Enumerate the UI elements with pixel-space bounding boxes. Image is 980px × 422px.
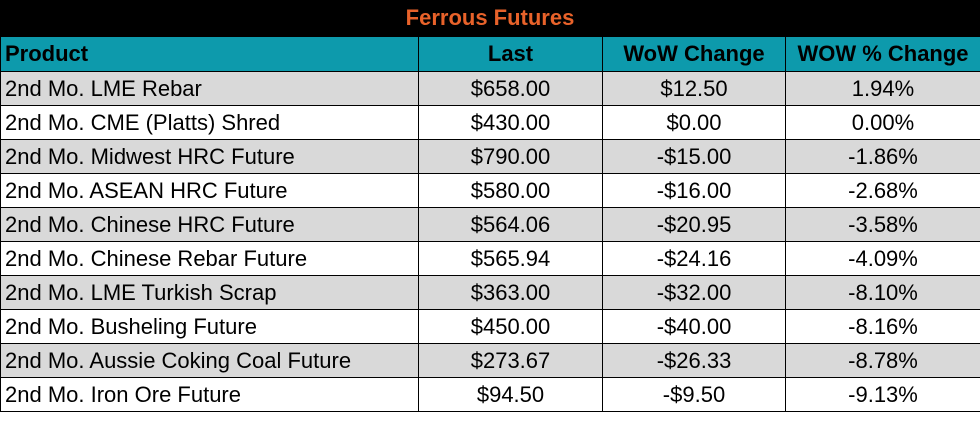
cell-last: $580.00 — [418, 173, 603, 208]
header-wow-change: WoW Change — [602, 36, 786, 72]
table-row: 2nd Mo. ASEAN HRC Future $580.00 -$16.00… — [0, 173, 980, 208]
cell-wow-pct: 1.94% — [785, 71, 980, 106]
cell-wow-pct: -8.78% — [785, 343, 980, 378]
cell-wow-change: -$16.00 — [602, 173, 786, 208]
table-row: 2nd Mo. LME Rebar $658.00 $12.50 1.94% — [0, 71, 980, 106]
cell-last: $564.06 — [418, 207, 603, 242]
cell-product: 2nd Mo. Busheling Future — [0, 309, 419, 344]
header-row: Product Last WoW Change WOW % Change — [0, 36, 980, 72]
cell-product: 2nd Mo. CME (Platts) Shred — [0, 105, 419, 140]
cell-product: 2nd Mo. Iron Ore Future — [0, 377, 419, 412]
table-row: 2nd Mo. Iron Ore Future $94.50 -$9.50 -9… — [0, 377, 980, 412]
header-wow-pct-change: WOW % Change — [785, 36, 980, 72]
table-row: 2nd Mo. Aussie Coking Coal Future $273.6… — [0, 343, 980, 378]
cell-product: 2nd Mo. Chinese Rebar Future — [0, 241, 419, 276]
cell-product: 2nd Mo. Aussie Coking Coal Future — [0, 343, 419, 378]
cell-wow-pct: -4.09% — [785, 241, 980, 276]
header-last: Last — [418, 36, 603, 72]
cell-wow-change: -$32.00 — [602, 275, 786, 310]
cell-wow-change: -$24.16 — [602, 241, 786, 276]
cell-last: $94.50 — [418, 377, 603, 412]
cell-wow-change: $12.50 — [602, 71, 786, 106]
cell-wow-change: -$26.33 — [602, 343, 786, 378]
table-row: 2nd Mo. Midwest HRC Future $790.00 -$15.… — [0, 139, 980, 174]
futures-grid: Product Last WoW Change WOW % Change 2nd… — [0, 36, 980, 412]
table-title: Ferrous Futures — [0, 0, 980, 36]
cell-wow-pct: -3.58% — [785, 207, 980, 242]
cell-wow-pct: 0.00% — [785, 105, 980, 140]
cell-last: $450.00 — [418, 309, 603, 344]
cell-product: 2nd Mo. Midwest HRC Future — [0, 139, 419, 174]
cell-last: $273.67 — [418, 343, 603, 378]
cell-wow-pct: -9.13% — [785, 377, 980, 412]
cell-wow-pct: -8.16% — [785, 309, 980, 344]
cell-wow-change: -$15.00 — [602, 139, 786, 174]
header-product: Product — [0, 36, 419, 72]
table-row: 2nd Mo. Chinese HRC Future $564.06 -$20.… — [0, 207, 980, 242]
cell-wow-change: $0.00 — [602, 105, 786, 140]
cell-last: $790.00 — [418, 139, 603, 174]
cell-last: $363.00 — [418, 275, 603, 310]
cell-product: 2nd Mo. ASEAN HRC Future — [0, 173, 419, 208]
cell-product: 2nd Mo. LME Rebar — [0, 71, 419, 106]
table-row: 2nd Mo. Busheling Future $450.00 -$40.00… — [0, 309, 980, 344]
cell-last: $430.00 — [418, 105, 603, 140]
table-row: 2nd Mo. CME (Platts) Shred $430.00 $0.00… — [0, 105, 980, 140]
cell-product: 2nd Mo. LME Turkish Scrap — [0, 275, 419, 310]
cell-wow-pct: -2.68% — [785, 173, 980, 208]
cell-wow-change: -$20.95 — [602, 207, 786, 242]
table-row: 2nd Mo. LME Turkish Scrap $363.00 -$32.0… — [0, 275, 980, 310]
cell-wow-change: -$9.50 — [602, 377, 786, 412]
cell-product: 2nd Mo. Chinese HRC Future — [0, 207, 419, 242]
cell-last: $658.00 — [418, 71, 603, 106]
cell-last: $565.94 — [418, 241, 603, 276]
table-row: 2nd Mo. Chinese Rebar Future $565.94 -$2… — [0, 241, 980, 276]
cell-wow-pct: -8.10% — [785, 275, 980, 310]
cell-wow-pct: -1.86% — [785, 139, 980, 174]
cell-wow-change: -$40.00 — [602, 309, 786, 344]
